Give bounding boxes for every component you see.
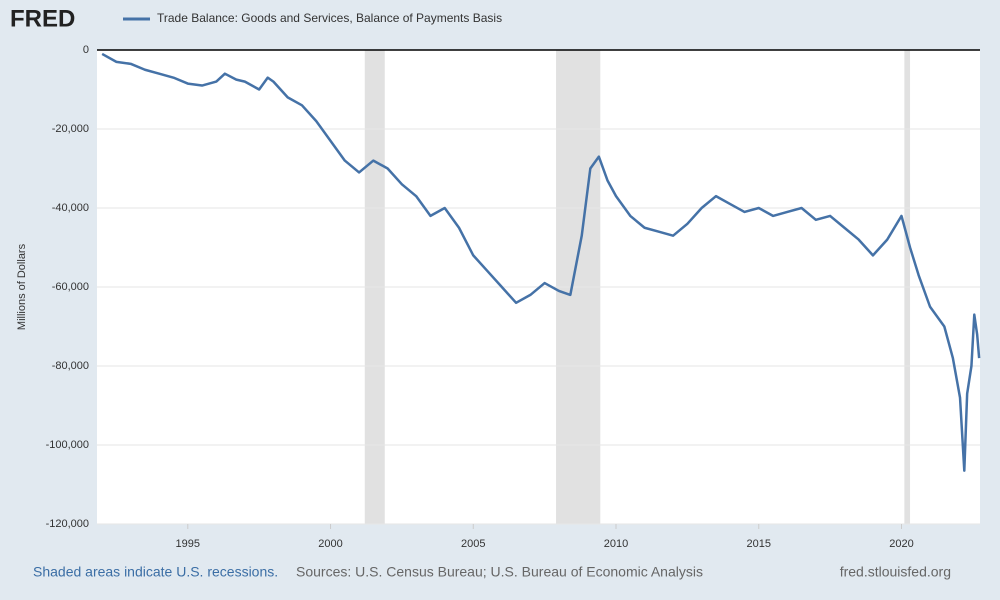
data-line	[101, 52, 981, 472]
y-tick-label: -20,000	[52, 123, 89, 135]
x-tick-label: 2010	[604, 538, 628, 550]
x-tick-label: 2020	[889, 538, 913, 550]
y-tick-label: 0	[83, 44, 89, 56]
logo: FRED	[10, 5, 75, 32]
y-tick-label: -40,000	[52, 202, 89, 214]
x-tick-label: 1995	[176, 538, 200, 550]
y-tick-label: -100,000	[46, 439, 89, 451]
y-tick-label: -80,000	[52, 360, 89, 372]
x-tick-label: 2000	[318, 538, 342, 550]
x-tick-label: 2005	[461, 538, 485, 550]
x-tick-label: 2015	[747, 538, 771, 550]
y-axis-label: Millions of Dollars	[16, 243, 28, 330]
legend-label: Trade Balance: Goods and Services, Balan…	[157, 11, 502, 25]
y-tick-label: -120,000	[46, 518, 89, 530]
footer-source: Sources: U.S. Census Bureau; U.S. Bureau…	[296, 564, 703, 580]
footer-note: Shaded areas indicate U.S. recessions.	[33, 564, 278, 580]
y-tick-label: -60,000	[52, 281, 89, 293]
footer-url: fred.stlouisfed.org	[840, 564, 951, 580]
